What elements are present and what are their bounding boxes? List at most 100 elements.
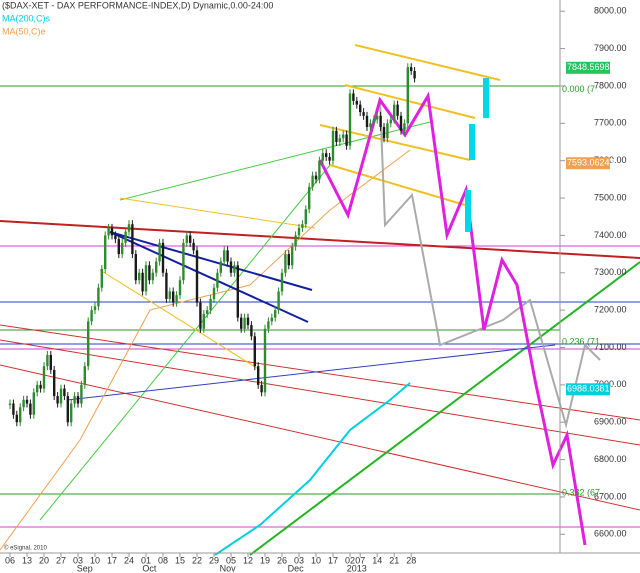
candle xyxy=(294,231,297,251)
candle-body xyxy=(138,272,141,281)
candle xyxy=(110,223,114,240)
candle xyxy=(182,238,185,285)
candle-body xyxy=(63,388,66,397)
candle xyxy=(206,306,209,318)
candle-body xyxy=(59,388,63,404)
candle xyxy=(165,268,168,303)
candle-body xyxy=(25,399,29,404)
candle-body xyxy=(39,384,42,389)
candle xyxy=(114,231,117,244)
month-label: Sep xyxy=(77,563,93,573)
candle xyxy=(15,410,18,427)
candle xyxy=(185,231,188,247)
candle-body xyxy=(396,104,399,116)
candle xyxy=(311,171,314,191)
candle xyxy=(365,111,369,132)
candle-body xyxy=(250,325,253,337)
channel xyxy=(109,231,313,291)
candle xyxy=(403,119,406,135)
candle-body xyxy=(318,160,321,180)
candle xyxy=(359,100,362,117)
price-tag xyxy=(566,383,610,396)
candle xyxy=(229,257,233,277)
candle xyxy=(226,246,229,266)
x-tick-label: 26 xyxy=(277,555,287,565)
x-tick-label: 02 xyxy=(345,555,355,565)
candle xyxy=(389,115,392,128)
candle-body xyxy=(240,317,243,329)
candle-body xyxy=(209,298,212,311)
candle xyxy=(274,306,277,322)
candle xyxy=(355,96,358,109)
candle xyxy=(12,399,15,419)
candle xyxy=(199,298,202,333)
candle-body xyxy=(141,272,144,292)
candle-body xyxy=(175,295,178,303)
candle xyxy=(8,399,12,410)
trend-line xyxy=(249,261,640,556)
candle-body xyxy=(287,254,290,266)
x-tick-label: 15 xyxy=(175,555,185,565)
candle-body xyxy=(168,291,171,299)
candle xyxy=(338,134,341,146)
price-tag-label: 6988.03816 xyxy=(567,384,615,394)
candle xyxy=(342,130,345,143)
ma50 xyxy=(0,149,411,551)
price-tag xyxy=(566,61,610,74)
candle-body xyxy=(393,104,396,120)
candle xyxy=(161,238,165,277)
candle-body xyxy=(87,321,90,367)
x-tick-label: 03 xyxy=(73,555,83,565)
candle-body xyxy=(22,399,25,408)
candle xyxy=(124,227,127,247)
candle-body xyxy=(53,369,56,397)
candle-body xyxy=(66,396,69,423)
candle-body xyxy=(165,272,168,299)
candle xyxy=(399,111,403,135)
x-tick-label: 08 xyxy=(158,555,168,565)
candle xyxy=(219,257,222,277)
candle-body xyxy=(56,396,59,404)
candle xyxy=(168,287,171,303)
trend-line xyxy=(119,121,431,201)
candle xyxy=(127,220,131,236)
candle xyxy=(379,111,382,132)
x-tick-label: 17 xyxy=(107,555,117,565)
candle-body xyxy=(291,246,294,266)
candle-body xyxy=(321,153,324,161)
candle-body xyxy=(376,115,379,120)
candle-body xyxy=(15,414,18,423)
candle xyxy=(209,294,212,315)
candle-body xyxy=(8,403,12,406)
candle-body xyxy=(90,310,93,322)
candle-body xyxy=(76,396,80,404)
candle xyxy=(97,283,100,311)
legend-entry: MA(50,C)e xyxy=(2,26,46,36)
y-tick-label: 7300.00 xyxy=(594,267,627,277)
month-label: Dec xyxy=(288,563,305,573)
candle xyxy=(318,156,321,184)
month-label: Nov xyxy=(220,563,237,573)
candle xyxy=(270,313,273,326)
candle-body xyxy=(195,250,199,303)
candle xyxy=(56,392,59,408)
copyright: © eSignal, 2010 xyxy=(4,545,47,552)
candle-body xyxy=(223,250,226,262)
channel xyxy=(319,124,471,161)
legend-entry: MA(200,C)s xyxy=(2,13,51,23)
candle xyxy=(352,89,355,105)
candle xyxy=(301,220,304,232)
trend-line xyxy=(0,324,640,421)
candle-body xyxy=(206,310,209,314)
y-tick-label: 7000.00 xyxy=(594,379,627,389)
candle xyxy=(178,276,182,300)
candle-body xyxy=(331,130,335,161)
candle xyxy=(138,268,141,285)
candle-body xyxy=(297,227,301,236)
x-tick-label: 27 xyxy=(56,555,66,565)
candle-body xyxy=(36,384,39,393)
candle-body xyxy=(219,261,222,273)
candle-body xyxy=(345,134,348,146)
candle-body xyxy=(379,115,382,128)
candle-body xyxy=(182,242,185,281)
